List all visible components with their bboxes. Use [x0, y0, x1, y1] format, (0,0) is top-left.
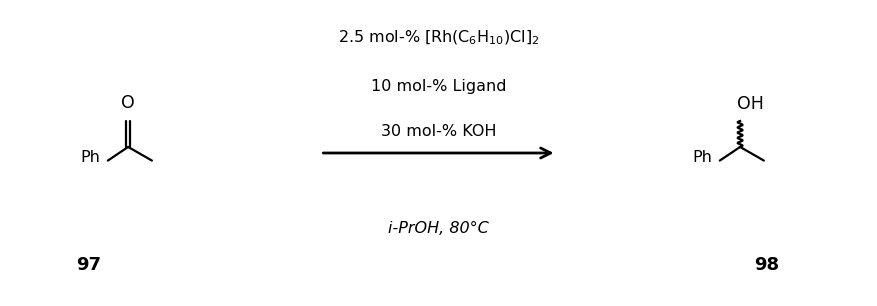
Text: OH: OH [738, 95, 764, 113]
Text: i-PrOH, 80°C: i-PrOH, 80°C [389, 221, 488, 236]
Text: O: O [121, 95, 135, 112]
Text: Ph: Ph [80, 150, 100, 165]
Text: 2.5 mol-% [Rh(C$_6$H$_{10}$)Cl]$_2$: 2.5 mol-% [Rh(C$_6$H$_{10}$)Cl]$_2$ [338, 28, 539, 47]
Text: 30 mol-% KOH: 30 mol-% KOH [381, 124, 496, 139]
Text: Ph: Ph [692, 150, 712, 165]
Text: 97: 97 [76, 256, 102, 274]
Text: 10 mol-% Ligand: 10 mol-% Ligand [371, 79, 506, 94]
Text: 98: 98 [753, 256, 779, 274]
